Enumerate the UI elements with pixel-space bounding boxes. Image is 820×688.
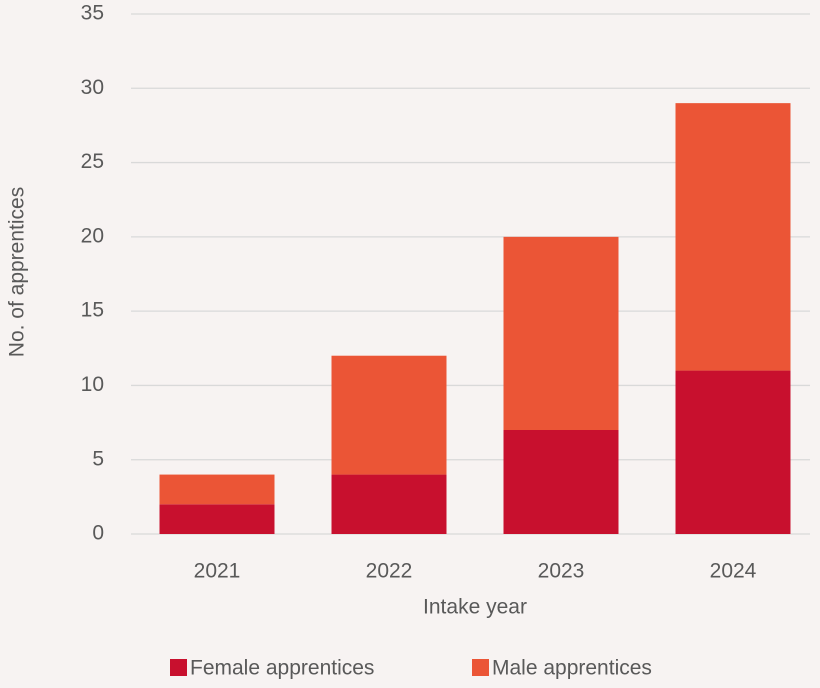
bar: [331, 355, 447, 475]
x-tick-label: 2024: [710, 560, 757, 583]
bar: [675, 103, 791, 371]
y-tick-label: 25: [81, 150, 104, 173]
y-axis-title: No. of apprentices: [6, 187, 29, 357]
legend-swatch: [472, 659, 489, 676]
bar: [503, 236, 619, 430]
legend-label: Female apprentices: [190, 657, 374, 680]
x-tick-label: 2021: [194, 560, 241, 583]
legend-swatch: [170, 659, 187, 676]
y-tick-label: 30: [81, 76, 104, 99]
y-tick-label: 35: [81, 2, 104, 25]
legend-label: Male apprentices: [492, 657, 652, 680]
x-axis-title: Intake year: [423, 596, 527, 619]
bar: [503, 430, 619, 534]
y-tick-label: 10: [81, 373, 104, 396]
y-tick-label: 5: [92, 447, 104, 470]
y-tick-label: 15: [81, 299, 104, 322]
bar: [159, 474, 275, 505]
x-tick-label: 2023: [538, 560, 585, 583]
x-tick-label: 2022: [366, 560, 413, 583]
bar: [159, 504, 275, 534]
y-tick-label: 20: [81, 224, 104, 247]
y-tick-label: 0: [92, 522, 104, 545]
bar: [675, 370, 791, 534]
bar: [331, 474, 447, 534]
